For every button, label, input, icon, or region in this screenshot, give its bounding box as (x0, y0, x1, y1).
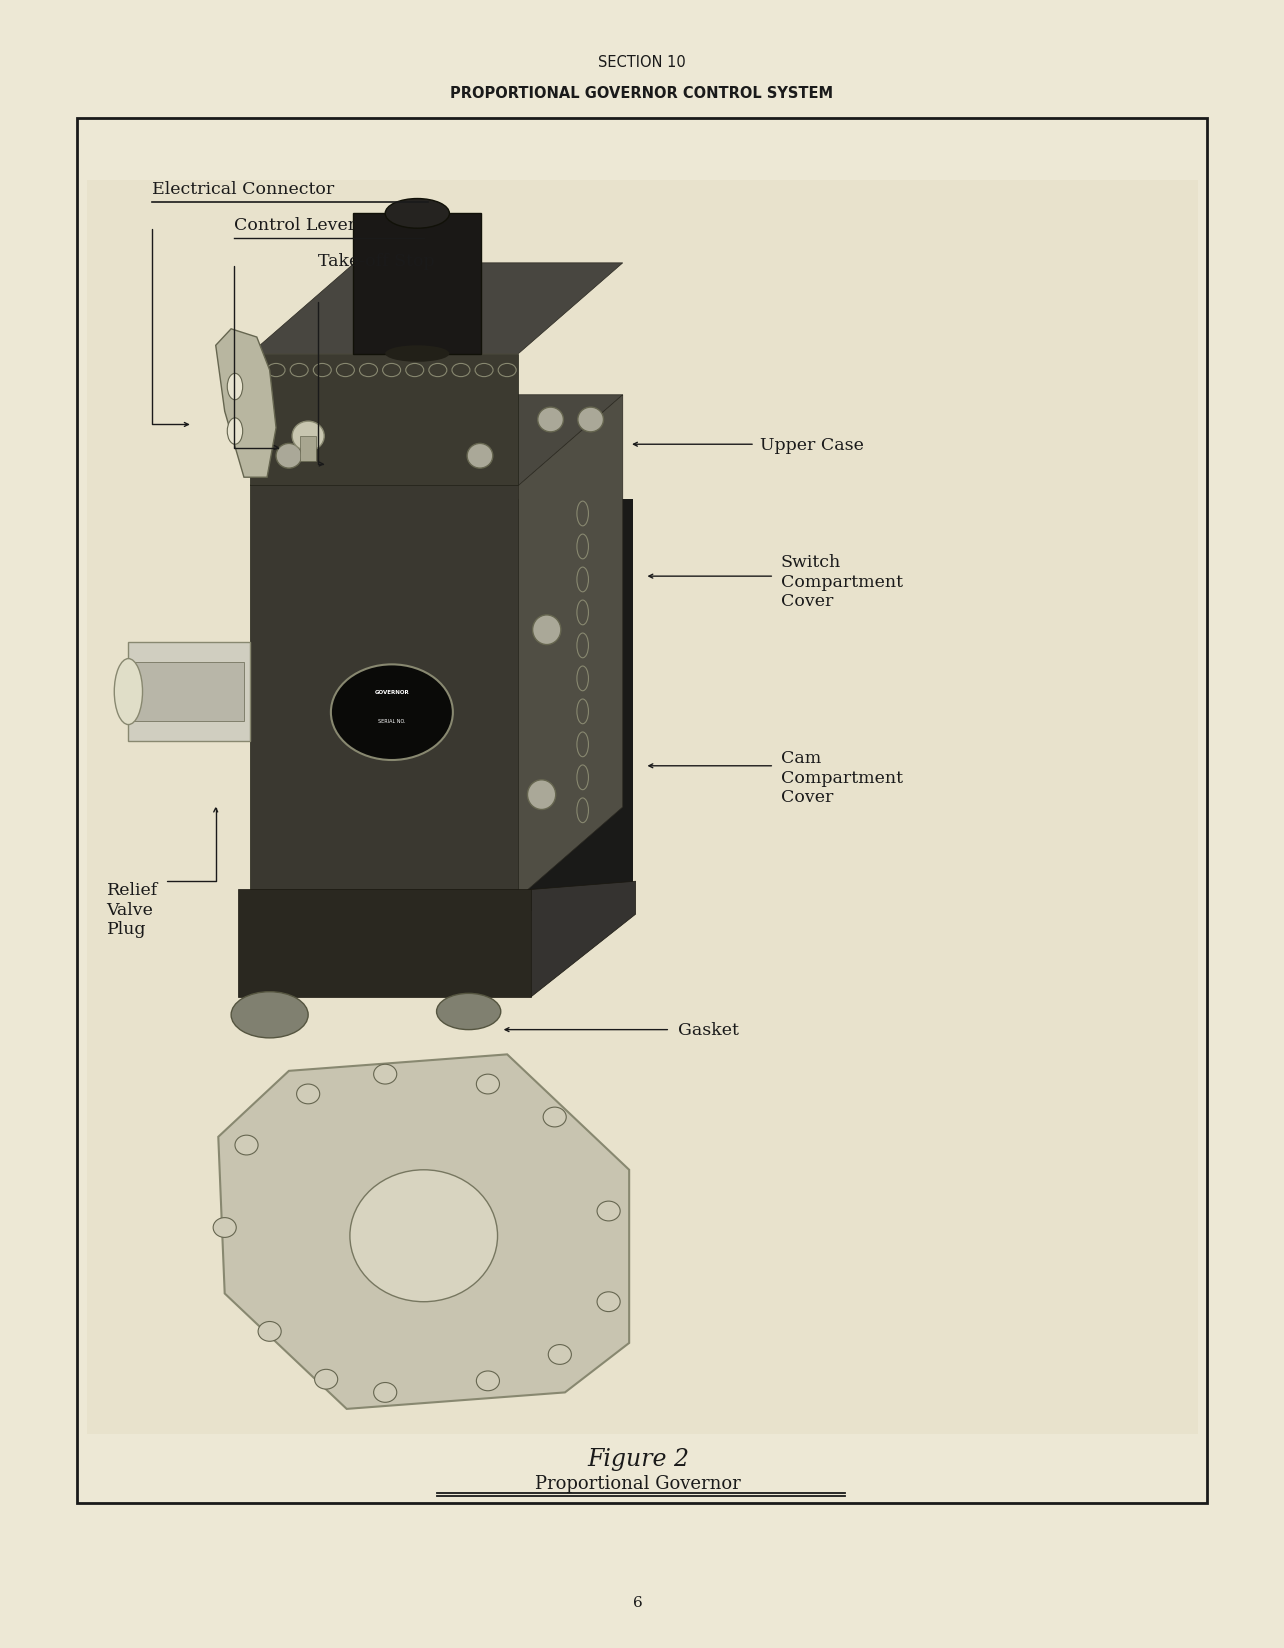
Ellipse shape (297, 1084, 320, 1104)
Bar (128, 662, 244, 722)
Ellipse shape (385, 346, 449, 363)
Ellipse shape (597, 1201, 620, 1221)
Ellipse shape (291, 422, 324, 452)
Text: Take-off Stop: Take-off Stop (318, 254, 435, 270)
Polygon shape (532, 882, 636, 997)
Ellipse shape (374, 1383, 397, 1402)
Ellipse shape (235, 1135, 258, 1155)
Ellipse shape (528, 780, 556, 811)
Ellipse shape (258, 1322, 281, 1341)
Polygon shape (250, 396, 623, 486)
Text: Control Lever: Control Lever (234, 218, 356, 234)
Polygon shape (218, 1055, 629, 1409)
Bar (353, 214, 482, 354)
Ellipse shape (437, 994, 501, 1030)
Ellipse shape (349, 1170, 497, 1302)
Ellipse shape (276, 443, 302, 468)
Text: GOVERNOR: GOVERNOR (375, 689, 410, 695)
Text: Cam
Compartment
Cover: Cam Compartment Cover (781, 750, 903, 806)
Text: Relief
Valve
Plug: Relief Valve Plug (107, 882, 158, 938)
Bar (128, 643, 250, 742)
Text: Upper Case: Upper Case (760, 437, 864, 453)
Ellipse shape (597, 1292, 620, 1312)
Polygon shape (519, 396, 623, 898)
Bar (250, 486, 519, 898)
Text: Gasket: Gasket (678, 1022, 738, 1038)
Ellipse shape (476, 1371, 499, 1391)
Text: Switch
Compartment
Cover: Switch Compartment Cover (781, 554, 903, 610)
Ellipse shape (331, 664, 453, 761)
Text: PROPORTIONAL GOVERNOR CONTROL SYSTEM: PROPORTIONAL GOVERNOR CONTROL SYSTEM (451, 86, 833, 102)
Ellipse shape (543, 1107, 566, 1127)
Ellipse shape (231, 992, 308, 1038)
Bar (87, 181, 1198, 1434)
Ellipse shape (476, 1074, 499, 1094)
Ellipse shape (385, 199, 449, 229)
Text: SECTION 10: SECTION 10 (598, 54, 686, 71)
Bar (300, 437, 316, 461)
Ellipse shape (315, 1369, 338, 1389)
Ellipse shape (467, 443, 493, 468)
Ellipse shape (114, 659, 143, 725)
Ellipse shape (533, 615, 561, 644)
Polygon shape (250, 264, 623, 354)
Ellipse shape (578, 407, 603, 432)
Ellipse shape (538, 407, 564, 432)
Polygon shape (216, 330, 276, 478)
Ellipse shape (374, 1065, 397, 1084)
Ellipse shape (548, 1345, 571, 1365)
Text: SERIAL NO.: SERIAL NO. (377, 719, 406, 723)
Text: Figure 2: Figure 2 (587, 1447, 690, 1470)
Ellipse shape (213, 1218, 236, 1238)
Ellipse shape (227, 374, 243, 400)
Bar (77, 119, 1207, 1503)
Bar (238, 890, 532, 997)
Text: 6: 6 (633, 1595, 643, 1608)
Bar (261, 499, 633, 911)
Text: Proportional Governor: Proportional Governor (535, 1475, 741, 1491)
Ellipse shape (227, 419, 243, 445)
Bar (250, 354, 519, 486)
Text: Electrical Connector: Electrical Connector (152, 181, 334, 198)
